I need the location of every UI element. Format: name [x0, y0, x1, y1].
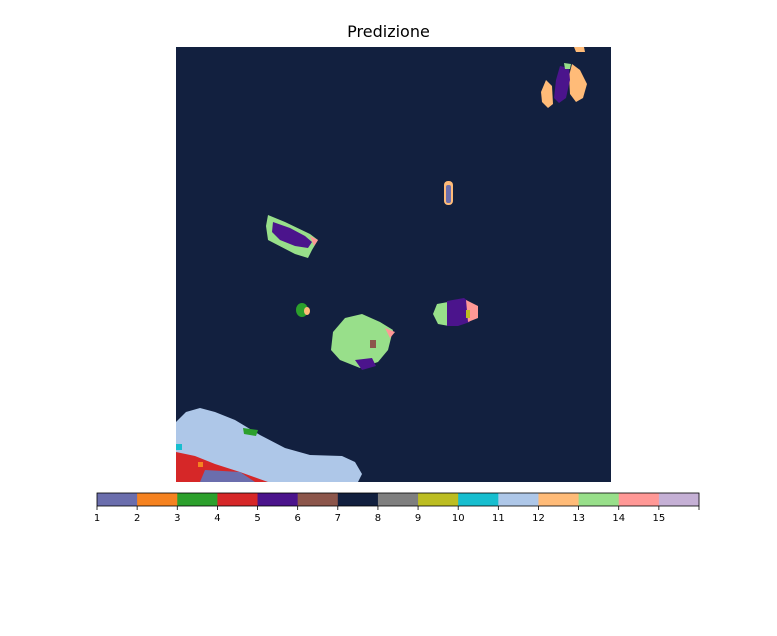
- colorbar-outline: [96, 492, 700, 507]
- chart-title: Predizione: [347, 22, 430, 41]
- region-class-12: [574, 47, 585, 52]
- colorbar-tick-label: 10: [452, 513, 465, 524]
- colorbar-tick-label: 4: [214, 513, 220, 524]
- region-class-5: [447, 298, 472, 326]
- region-class-5: [554, 66, 570, 103]
- colorbar-tick-label: 9: [415, 513, 421, 524]
- region-class-6: [370, 340, 376, 348]
- colorbar-tick-label: 3: [174, 513, 180, 524]
- colorbar-cell-14: [618, 493, 660, 506]
- colorbar-cell-2: [137, 493, 178, 506]
- colorbar-cell-9: [418, 493, 459, 506]
- heatmap-image: [176, 47, 611, 482]
- colorbar-tick-label: 13: [572, 513, 585, 524]
- region-class-9: [466, 310, 470, 318]
- colorbar-cell-6: [297, 493, 339, 506]
- region-class-13: [564, 63, 571, 69]
- region-class-4: [176, 452, 268, 482]
- region-class-3: [243, 428, 258, 436]
- colorbar-cell-13: [578, 493, 620, 506]
- region-class-10: [176, 444, 182, 450]
- colorbar-tick-label: 15: [652, 513, 665, 524]
- region-class-5: [355, 358, 376, 370]
- colorbar-cell-11: [498, 493, 539, 506]
- region-class-13: [433, 302, 449, 326]
- region-class-1: [446, 185, 451, 203]
- colorbar: 1 2 3 4 5 6 7 8 9 10 11 12 13 14 15: [94, 492, 700, 524]
- region-class-1: [200, 470, 255, 482]
- colorbar-tick-label: 7: [335, 513, 341, 524]
- colorbar-tick-label: 2: [134, 513, 140, 524]
- colorbar-tick-label: 1: [94, 513, 100, 524]
- colorbar-cell-3: [177, 493, 218, 506]
- colorbar-tick-label: 11: [492, 513, 505, 524]
- colorbar-tick-label: 8: [375, 513, 381, 524]
- region-class-12: [569, 64, 587, 102]
- region-class-12: [541, 80, 553, 108]
- region-class-13: [331, 314, 393, 368]
- region-class-12: [304, 307, 310, 315]
- colorbar-cell-15: [658, 493, 700, 506]
- region-class-2: [198, 462, 203, 467]
- region-class-14: [385, 328, 395, 338]
- colorbar-cell-5: [257, 493, 299, 506]
- colorbar-cell-4: [217, 493, 259, 506]
- colorbar-tick-label: 14: [612, 513, 625, 524]
- colorbar-cell-7: [337, 493, 379, 506]
- colorbar-tick-label: 12: [532, 513, 545, 524]
- colorbar-cell-8: [377, 493, 419, 506]
- colorbar-tick-label: 5: [254, 513, 260, 524]
- region-class-11: [176, 408, 362, 482]
- colorbar-cell-12: [538, 493, 580, 506]
- colorbar-tick-label: 6: [294, 513, 300, 524]
- region-class-14: [310, 236, 318, 246]
- background-region: [176, 47, 611, 482]
- region-class-5: [272, 222, 312, 248]
- colorbar-cell-1: [97, 493, 138, 506]
- colorbar-cell-10: [458, 493, 499, 506]
